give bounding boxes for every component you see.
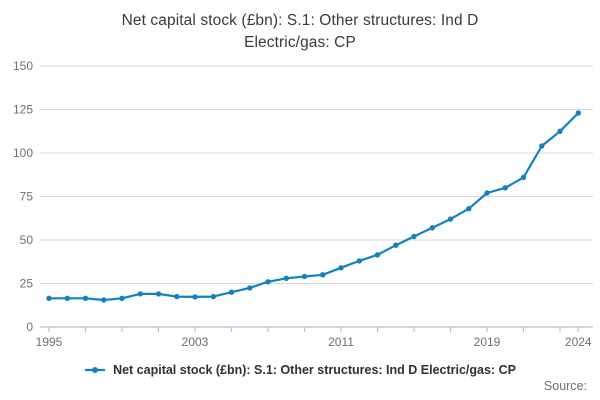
line-chart[interactable]: 0 25 50 75 100 125 150 1995 2003 2011 2019 2024 (0, 0, 600, 358)
chart-title-line1: Net capital stock (£bn): S.1: Other stru… (121, 12, 479, 29)
data-point[interactable] (557, 128, 563, 134)
data-point[interactable] (484, 190, 490, 196)
data-point[interactable] (174, 293, 180, 300)
legend-label: Net capital stock (£bn): S.1: Other stru… (113, 363, 516, 377)
data-point[interactable] (210, 293, 216, 300)
data-point[interactable] (575, 110, 581, 116)
data-point[interactable] (247, 285, 253, 291)
data-point[interactable] (539, 143, 545, 149)
x-axis-tick-label: 2003 (182, 335, 209, 349)
source-note: Source: (543, 379, 587, 393)
data-point[interactable] (192, 294, 198, 300)
y-axis-tick-label: 125 (13, 103, 33, 117)
data-point[interactable] (137, 291, 143, 297)
x-axis-tick-label: 1995 (36, 335, 63, 349)
data-point[interactable] (119, 295, 125, 301)
data-point[interactable] (265, 279, 271, 285)
legend-item[interactable]: Net capital stock (£bn): S.1: Other stru… (0, 363, 600, 377)
chart-title-line2: Electric/gas: CP (244, 34, 356, 51)
x-axis-tick-label: 2019 (474, 335, 501, 349)
data-point[interactable] (155, 291, 162, 297)
data-point[interactable] (429, 225, 435, 231)
data-point[interactable] (502, 185, 508, 191)
data-point[interactable] (64, 295, 71, 301)
data-point[interactable] (320, 272, 326, 278)
data-point[interactable] (411, 233, 417, 240)
data-point[interactable] (301, 273, 308, 280)
data-point[interactable] (82, 295, 89, 301)
y-axis-tick-label: 100 (13, 146, 33, 160)
data-point[interactable] (228, 289, 235, 295)
data-point[interactable] (374, 252, 381, 258)
data-point[interactable] (447, 216, 454, 222)
data-point[interactable] (466, 206, 472, 212)
x-axis-tick-label: 2011 (328, 335, 354, 349)
data-point[interactable] (338, 265, 344, 271)
data-point[interactable] (46, 295, 52, 301)
data-point[interactable] (283, 275, 289, 281)
chart-title: Net capital stock (£bn): S.1: Other stru… (90, 10, 510, 54)
y-axis-tick-label: 75 (20, 190, 34, 204)
data-point[interactable] (101, 297, 107, 303)
data-point[interactable] (520, 174, 527, 181)
y-axis-tick-label: 25 (20, 277, 34, 291)
y-axis-tick-label: 150 (13, 59, 33, 73)
legend-line-marker-icon (85, 367, 106, 373)
series-line[interactable] (47, 111, 580, 302)
y-axis-tick-label: 50 (20, 233, 34, 247)
data-point[interactable] (356, 258, 362, 264)
x-axis-tick-label: 2024 (565, 335, 592, 349)
data-point[interactable] (393, 242, 399, 248)
y-axis-tick-label: 0 (26, 320, 33, 334)
